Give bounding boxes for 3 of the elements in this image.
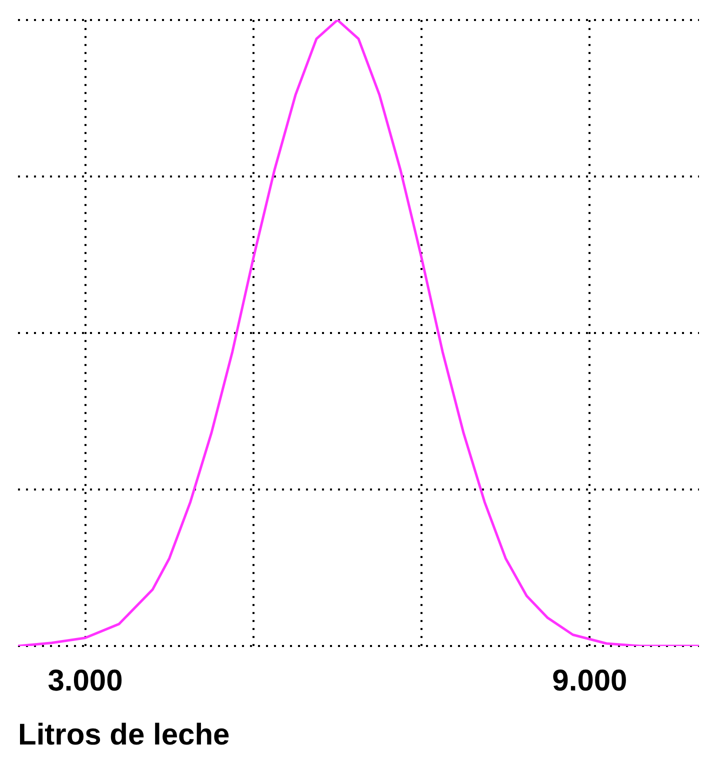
x-axis-title: Litros de leche — [18, 718, 230, 752]
x-tick-label: 9.000 — [552, 664, 628, 698]
x-tick-label: 3.000 — [48, 664, 123, 698]
